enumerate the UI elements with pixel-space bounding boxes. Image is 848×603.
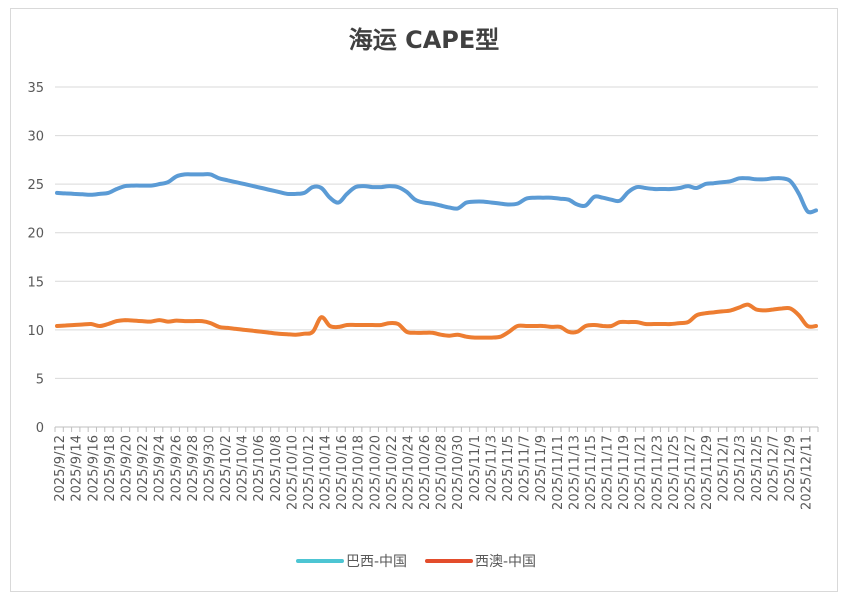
x-tick-label: 2025/11/25 [667,435,682,510]
x-tick-label: 2025/9/28 [186,435,201,502]
x-tick-label: 2025/10/6 [252,435,267,502]
x-tick-label: 2025/9/30 [202,435,217,502]
x-tick-label: 2025/11/1 [468,435,483,502]
x-tick-label: 2025/9/18 [103,435,118,502]
x-tick-label: 2025/11/7 [518,435,533,502]
x-tick-label: 2025/10/18 [352,435,367,510]
x-tick-label: 2025/11/5 [501,435,516,502]
series-line-w-australia-china [55,302,818,340]
y-tick-label: 20 [27,227,44,242]
x-tick-label: 2025/10/28 [435,435,450,510]
x-tick-label: 2025/11/3 [484,435,499,502]
x-tick-label: 2025/12/5 [750,435,765,502]
chart-frame [10,8,838,592]
x-tick-label: 2025/11/23 [650,435,665,510]
x-tick-label: 2025/10/8 [269,435,284,502]
x-axis: 2025/9/12 2025/9/14 2025/9/16 2025/9/18 2025… [53,427,819,510]
x-tick-label: 2025/12/11 [800,435,815,510]
y-tick-label: 25 [27,178,44,193]
x-tick-label: 2025/11/17 [601,435,616,510]
x-tick-label: 2025/11/27 [683,435,698,510]
x-tick-label: 2025/10/10 [285,435,300,510]
x-tick-label: 2025/10/26 [418,435,433,510]
x-tick-label: 2025/10/30 [451,435,466,510]
x-tick-label: 2025/11/19 [617,435,632,510]
x-tick-label: 2025/10/4 [236,435,251,502]
x-tick-label: 2025/11/11 [551,435,566,510]
x-tick-label: 2025/10/22 [385,435,400,510]
chart-title: 海运 CAPE型 [349,26,500,54]
x-tick-label: 2025/9/14 [70,435,85,502]
y-tick-label: 30 [27,130,44,145]
series-line-brazil-china [55,172,818,215]
x-tick-label: 2025/10/20 [368,435,383,510]
y-tick-label: 0 [36,421,44,436]
x-tick-label: 2025/9/24 [153,435,168,502]
legend: 巴西-中国 西澳-中国 [296,554,536,570]
legend-label-w-australia-china: 西澳-中国 [475,554,536,570]
y-tick-label: 35 [27,81,44,96]
x-tick-label: 2025/10/2 [219,435,234,502]
x-tick-label: 2025/12/7 [766,435,781,502]
x-tick-label: 2025/10/16 [335,435,350,510]
y-tick-label: 15 [27,275,44,290]
y-tick-label: 5 [36,372,44,387]
x-tick-label: 2025/10/14 [319,435,334,510]
x-tick-label: 2025/9/26 [169,435,184,502]
series-lines [55,172,818,340]
x-tick-label: 2025/10/24 [401,435,416,510]
x-tick-label: 2025/12/3 [733,435,748,502]
x-tick-label: 2025/11/15 [584,435,599,510]
x-tick-label: 2025/9/22 [136,435,151,502]
x-tick-label: 2025/11/29 [700,435,715,510]
gridlines [55,86,818,428]
x-tick-label: 2025/9/12 [53,435,68,502]
x-tick-label: 2025/10/12 [302,435,317,510]
y-axis-ticks: 0 5 10 15 20 25 30 35 [27,81,44,436]
y-tick-label: 10 [27,324,44,339]
x-tick-label: 2025/12/1 [717,435,732,502]
x-tick-label: 2025/9/16 [86,435,101,502]
x-tick-label: 2025/9/20 [119,435,134,502]
x-tick-label: 2025/11/9 [534,435,549,502]
legend-label-brazil-china: 巴西-中国 [346,554,407,570]
x-tick-label: 2025/12/9 [783,435,798,502]
x-tick-label: 2025/11/21 [634,435,649,510]
x-tick-label: 2025/11/13 [567,435,582,510]
